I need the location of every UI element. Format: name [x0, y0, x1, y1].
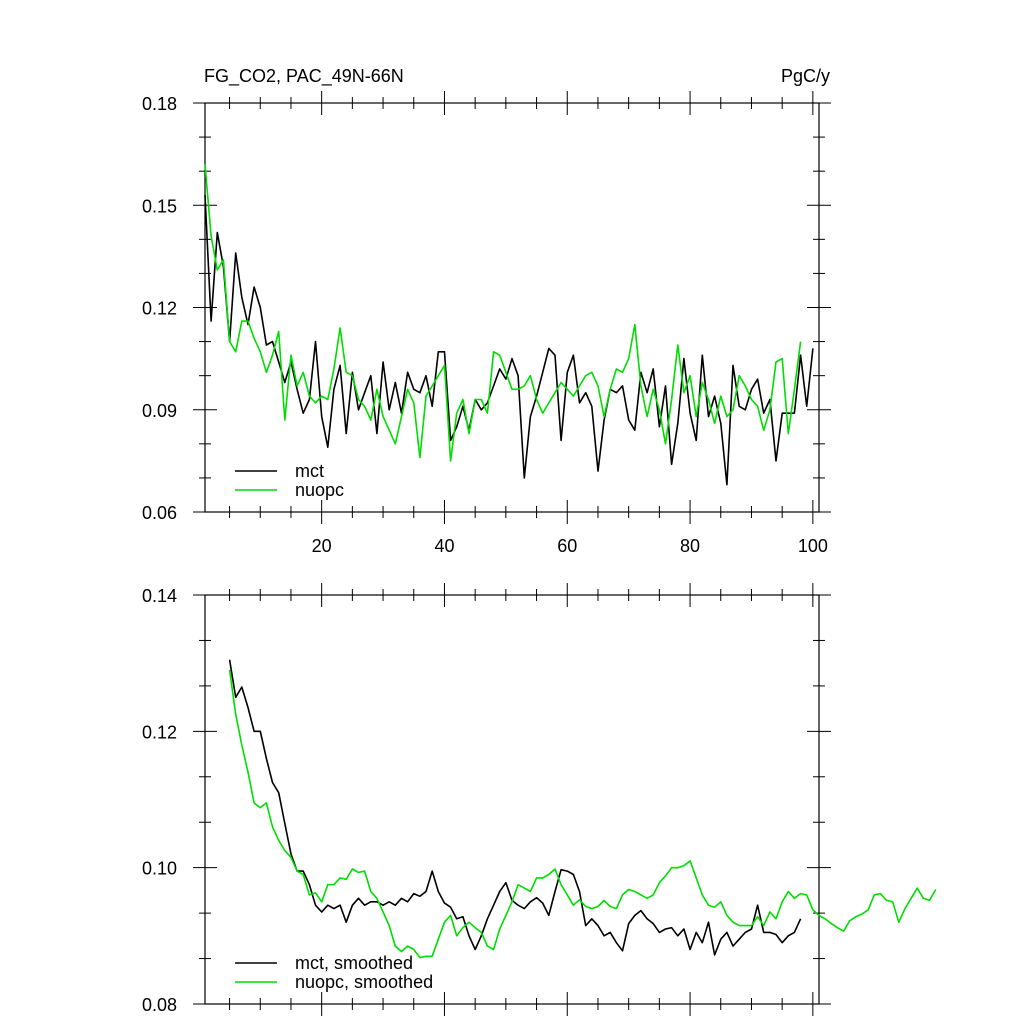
y-tick-label: 0.09 [142, 401, 177, 421]
y-tick-label: 0.12 [142, 299, 177, 319]
bottom-axis-ticks: 0.08 0.10 0.12 0.14 [142, 583, 831, 1016]
top-series-lines [204, 164, 814, 486]
series-line-mct [204, 194, 814, 486]
legend-label: mct, smoothed [295, 953, 413, 973]
legend-label: mct [295, 461, 324, 481]
top-axis-ticks: 20 40 60 80 100 0.06 0.09 0.12 0.15 0.18 [142, 91, 831, 556]
y-tick-label: 0.10 [142, 859, 177, 879]
chart-title: FG_CO2, PAC_49N-66N [204, 66, 404, 87]
series-line-nuopc-smoothed [228, 669, 937, 959]
top-plot-frame [204, 102, 820, 513]
units-label: PgC/y [781, 66, 830, 86]
legend-label: nuopc, smoothed [295, 972, 433, 992]
x-tick-label: 60 [557, 536, 577, 556]
x-tick-label: 80 [680, 536, 700, 556]
x-tick-label: 40 [434, 536, 454, 556]
series-line-nuopc [204, 164, 802, 462]
y-tick-label: 0.12 [142, 722, 177, 742]
legend-label: nuopc [295, 480, 344, 500]
y-tick-label: 0.14 [142, 586, 177, 606]
series-line-mct-smoothed [228, 659, 802, 956]
x-tick-label: 100 [798, 536, 828, 556]
bottom-plot-frame [204, 594, 820, 1005]
y-tick-label: 0.08 [142, 995, 177, 1015]
y-tick-label: 0.18 [142, 94, 177, 114]
bottom-series-lines [228, 659, 937, 959]
y-tick-label: 0.15 [142, 196, 177, 216]
y-tick-label: 0.06 [142, 503, 177, 523]
x-tick-label: 20 [312, 536, 332, 556]
